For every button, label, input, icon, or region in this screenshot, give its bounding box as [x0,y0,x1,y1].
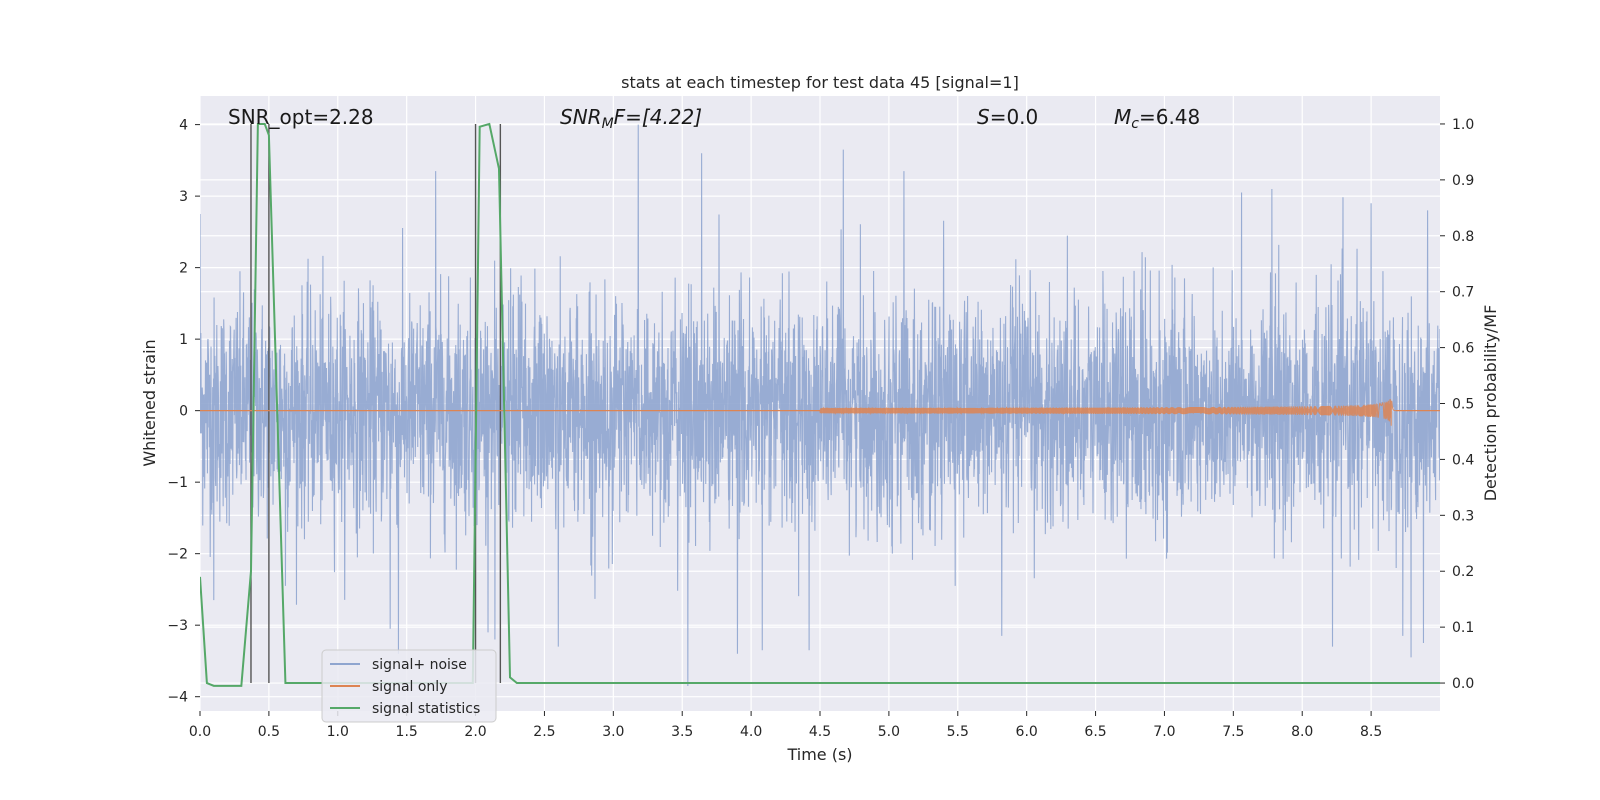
y-right-tick-label: 0.5 [1452,397,1474,413]
annotation-snr-opt: SNR_opt=2.28 [228,105,374,129]
x-tick-label: 6.5 [1084,724,1106,740]
annotation-mc-sym: M [1114,105,1131,129]
x-tick-label: 3.0 [602,724,624,740]
y-tick-label: −3 [167,618,188,634]
annotation-snr-mf-base: SNR [560,105,602,129]
x-tick-label: 0.5 [258,724,280,740]
x-axis-label: Time (s) [786,745,852,764]
y-right-tick-label: 0.2 [1452,564,1474,580]
annotation-snr-mf-tail: F=[4.22] [614,105,702,129]
stats-line [200,122,1440,687]
y-right-tick-label: 0.9 [1452,173,1474,189]
y-ticks-right: 0.0 0.1 0.2 0.3 0.4 0.5 0.6 0.7 0.8 0.9 1.0 [1440,117,1474,692]
x-tick-label: 1.0 [327,724,349,740]
y-tick-label: 3 [179,189,188,205]
y-right-tick-label: 0.8 [1452,229,1474,245]
x-tick-label: 8.0 [1291,724,1313,740]
annotation-mc: Mc=6.48 [1114,105,1200,132]
y-ticks-left: −4 −3 −2 −1 0 1 2 3 4 [167,118,200,706]
legend: signal+ noise signal only signal statist… [321,649,497,723]
annotation-snr-mf-sub: M [602,116,614,132]
y-tick-label: 2 [179,261,188,277]
chirp-line [819,399,1396,426]
legend-label-signal-statistics: signal statistics [372,701,480,717]
x-tick-label: 5.5 [947,724,969,740]
annotation-s: S=0.0 [977,105,1038,129]
stats-series [200,122,1440,687]
y-axis-label: Whitened strain [140,339,159,466]
y-tick-label: −1 [167,475,188,491]
annotation-mc-tail: =6.48 [1139,105,1200,129]
y-right-tick-label: 0.4 [1452,452,1474,468]
y-right-tick-label: 0.6 [1452,341,1474,357]
y-right-tick-label: 0.1 [1452,620,1474,636]
x-tick-label: 4.0 [740,724,762,740]
x-tick-label: 3.5 [671,724,693,740]
x-tick-label: 2.5 [533,724,555,740]
x-tick-label: 6.0 [1016,724,1038,740]
y-tick-label: −2 [167,547,188,563]
y-right-tick-label: 0.0 [1452,676,1474,692]
x-tick-label: 7.5 [1222,724,1244,740]
noise-series [200,124,1440,686]
x-tick-label: 2.0 [464,724,486,740]
y-tick-label: 4 [179,118,188,134]
annotation-snr-mf: SNRMF=[4.22] [560,105,702,132]
x-tick-label: 5.0 [878,724,900,740]
y-right-tick-label: 0.3 [1452,508,1474,524]
x-tick-label: 0.0 [189,724,211,740]
y-tick-label: 0 [179,404,188,420]
x-tick-label: 7.0 [1153,724,1175,740]
y-tick-label: −4 [167,690,188,706]
legend-label-signal-only: signal only [372,679,447,695]
annotation-s-sym: S [977,105,990,129]
legend-label-signal-noise: signal+ noise [372,657,467,673]
y-axis-label-right: Detection probability/MF [1481,305,1500,502]
x-tick-label: 1.5 [396,724,418,740]
x-tick-label: 4.5 [809,724,831,740]
y-right-tick-label: 1.0 [1452,117,1474,133]
x-tick-label: 8.5 [1360,724,1382,740]
y-right-tick-label: 0.7 [1452,285,1474,301]
x-ticks: 0.0 0.5 1.0 1.5 2.0 2.5 3.0 3.5 4.0 4.5 5.0 5.5 6.0 6… [189,711,1382,740]
chart-title: stats at each timestep for test data 45 … [621,73,1019,92]
noise-line [200,124,1440,686]
y-tick-label: 1 [179,332,188,348]
annotation-mc-sub: c [1131,116,1139,132]
annotation-s-tail: =0.0 [990,105,1039,129]
legend-box [321,649,497,723]
chirp-series [200,399,1440,426]
